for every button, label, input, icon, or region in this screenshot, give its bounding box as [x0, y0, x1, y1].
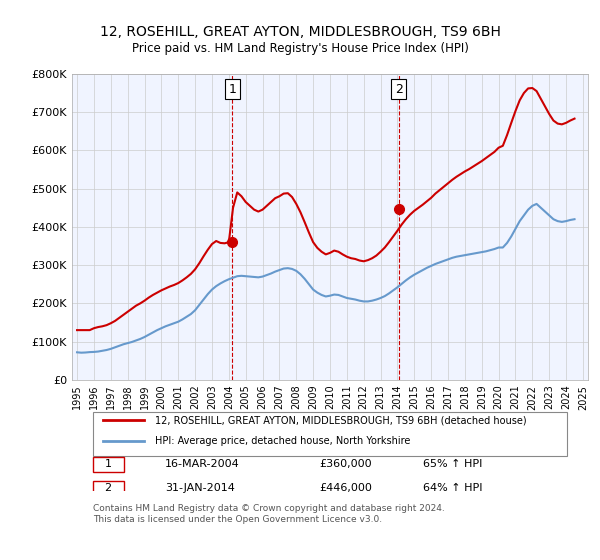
Text: 12, ROSEHILL, GREAT AYTON, MIDDLESBROUGH, TS9 6BH (detached house): 12, ROSEHILL, GREAT AYTON, MIDDLESBROUGH…: [155, 416, 526, 425]
FancyBboxPatch shape: [92, 412, 568, 456]
Text: Price paid vs. HM Land Registry's House Price Index (HPI): Price paid vs. HM Land Registry's House …: [131, 42, 469, 55]
Text: 1: 1: [104, 459, 112, 469]
Text: £360,000: £360,000: [320, 459, 373, 469]
FancyBboxPatch shape: [92, 457, 124, 472]
Text: 64% ↑ HPI: 64% ↑ HPI: [423, 483, 482, 493]
Text: HPI: Average price, detached house, North Yorkshire: HPI: Average price, detached house, Nort…: [155, 436, 410, 446]
Text: 31-JAN-2014: 31-JAN-2014: [165, 483, 235, 493]
FancyBboxPatch shape: [92, 481, 124, 496]
Text: 2: 2: [104, 483, 112, 493]
Text: Contains HM Land Registry data © Crown copyright and database right 2024.
This d: Contains HM Land Registry data © Crown c…: [92, 504, 445, 524]
Text: 1: 1: [229, 83, 236, 96]
Text: 65% ↑ HPI: 65% ↑ HPI: [423, 459, 482, 469]
Text: 12, ROSEHILL, GREAT AYTON, MIDDLESBROUGH, TS9 6BH: 12, ROSEHILL, GREAT AYTON, MIDDLESBROUGH…: [100, 25, 500, 39]
Text: £446,000: £446,000: [320, 483, 373, 493]
Text: 16-MAR-2004: 16-MAR-2004: [165, 459, 239, 469]
Text: 2: 2: [395, 83, 403, 96]
